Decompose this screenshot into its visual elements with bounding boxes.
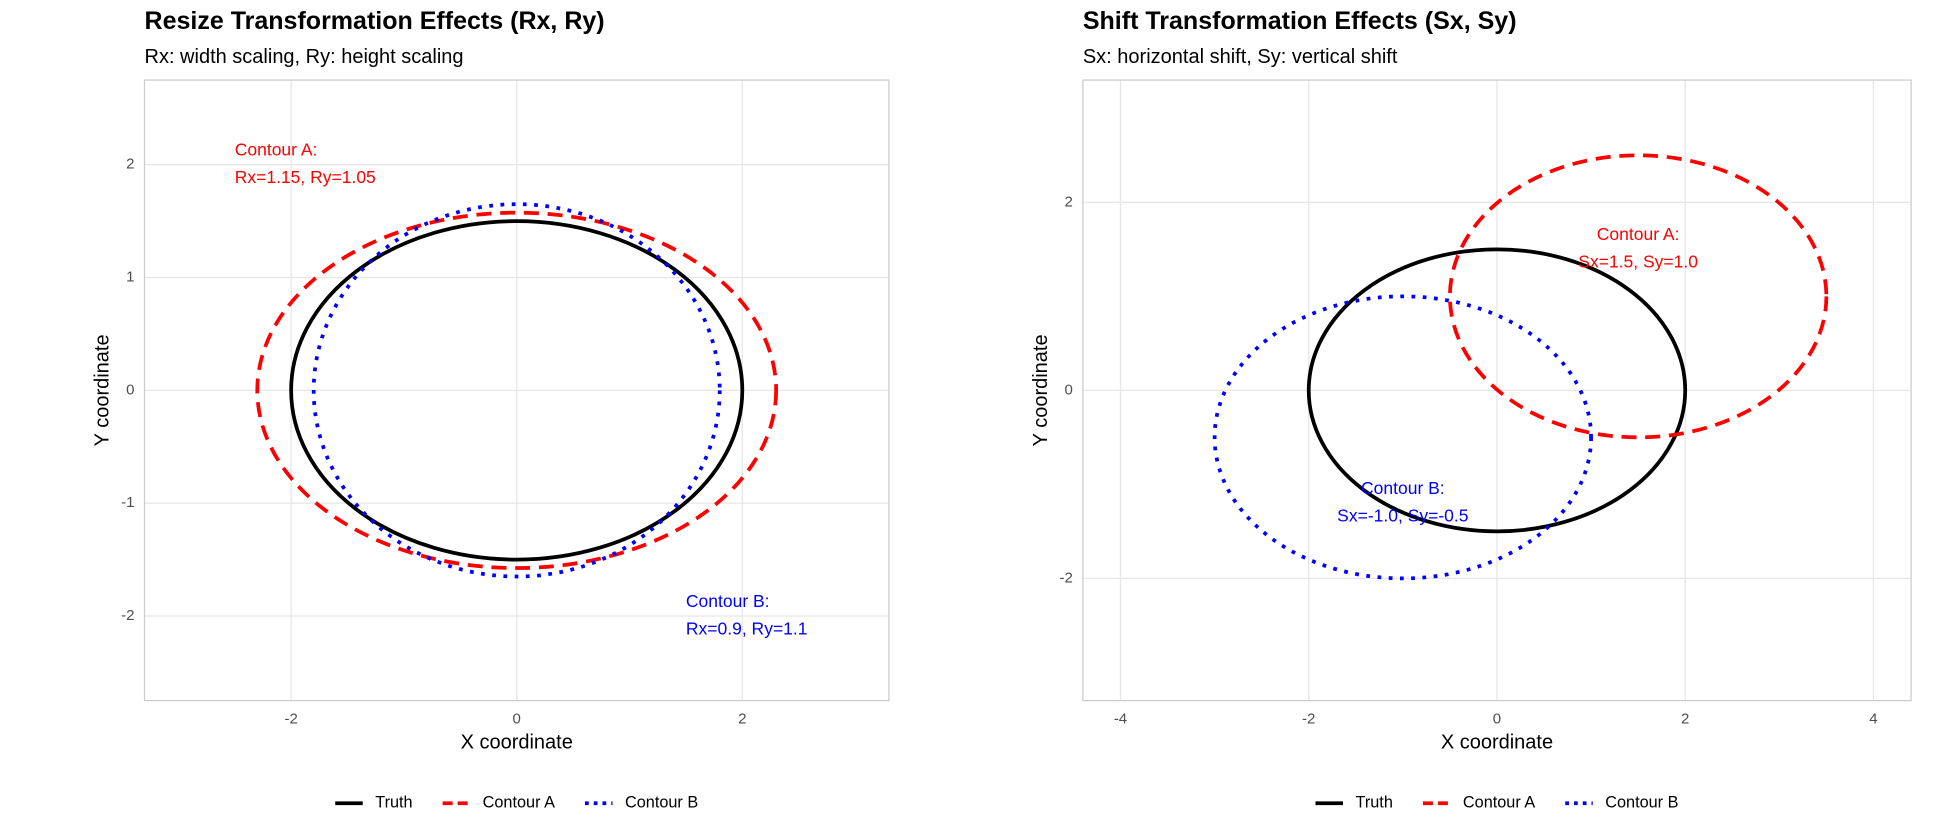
y-tick-label: 2 bbox=[1064, 193, 1072, 210]
x-axis-label: X coordinate bbox=[461, 731, 573, 753]
y-tick-label: -2 bbox=[121, 607, 134, 624]
x-tick-label: -2 bbox=[284, 710, 297, 727]
annotation: Rx=1.15, Ry=1.05 bbox=[235, 167, 376, 187]
y-axis-label: Y coordinate bbox=[91, 334, 113, 446]
annotation: Contour B: bbox=[1361, 478, 1445, 498]
x-tick-label: -2 bbox=[1302, 710, 1315, 727]
contour bbox=[289, 219, 745, 562]
y-tick-label: -1 bbox=[121, 494, 134, 511]
x-axis-label: X coordinate bbox=[1441, 731, 1553, 753]
x-tick-label: 2 bbox=[738, 710, 746, 727]
chart-subtitle: Sx: horizontal shift, Sy: vertical shift bbox=[1083, 46, 1398, 68]
contour bbox=[1212, 294, 1593, 581]
contour bbox=[1306, 247, 1688, 534]
annotation: Rx=0.9, Ry=1.1 bbox=[686, 618, 808, 638]
annotation: Contour A: bbox=[1597, 224, 1680, 244]
annotation: Sx=-1.0, Sy=-0.5 bbox=[1337, 506, 1468, 526]
y-tick-label: 0 bbox=[1064, 381, 1072, 398]
panel-border bbox=[143, 79, 890, 702]
legend-label: Contour A bbox=[1463, 794, 1535, 812]
legend-label: Truth bbox=[1356, 794, 1393, 812]
y-tick-label: 2 bbox=[126, 156, 134, 173]
legend-label: Contour B bbox=[625, 794, 698, 812]
panel-border bbox=[1082, 79, 1912, 702]
x-tick-label: 2 bbox=[1681, 710, 1689, 727]
y-tick-label: 1 bbox=[126, 268, 134, 285]
y-tick-label: 0 bbox=[126, 381, 134, 398]
legend: Truth Contour A Contour B bbox=[335, 794, 698, 812]
chart-title: Resize Transformation Effects (Rx, Ry) bbox=[145, 7, 605, 35]
x-tick-label: 0 bbox=[1493, 710, 1501, 727]
legend: Truth Contour A Contour B bbox=[1315, 794, 1678, 812]
chart-subtitle: Rx: width scaling, Ry: height scaling bbox=[145, 46, 464, 68]
legend-label: Contour B bbox=[1605, 794, 1678, 812]
annotation: Contour A: bbox=[235, 140, 318, 160]
legend-label: Truth bbox=[375, 794, 412, 812]
contour bbox=[255, 210, 779, 570]
x-tick-label: 0 bbox=[513, 710, 521, 727]
chart-title: Shift Transformation Effects (Sx, Sy) bbox=[1083, 7, 1517, 35]
contour bbox=[311, 202, 722, 579]
x-tick-label: -4 bbox=[1114, 710, 1127, 727]
y-axis-label: Y coordinate bbox=[1030, 334, 1052, 446]
y-tick-label: -2 bbox=[1059, 569, 1072, 586]
annotation: Sx=1.5, Sy=1.0 bbox=[1578, 252, 1698, 272]
legend-label: Contour A bbox=[483, 794, 555, 812]
annotation: Contour B: bbox=[686, 591, 770, 611]
x-tick-label: 4 bbox=[1869, 710, 1877, 727]
